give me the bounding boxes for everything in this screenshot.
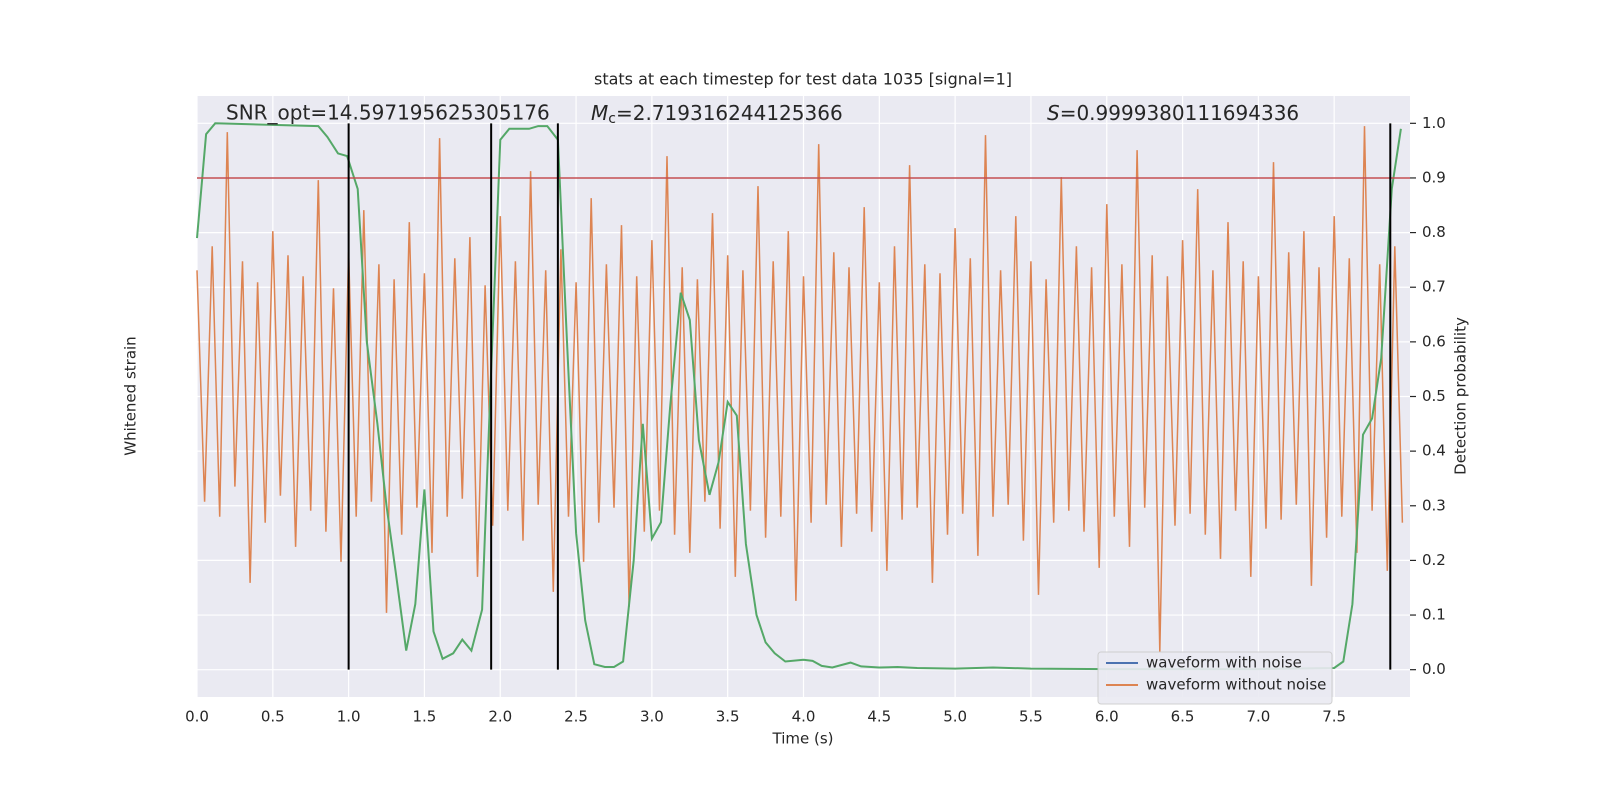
- y2-tick-label: 0.8: [1422, 223, 1446, 241]
- y2-tick-label: 0.7: [1422, 278, 1446, 296]
- legend-box: [1097, 651, 1333, 705]
- y2-tick-label: 0.2: [1422, 551, 1446, 569]
- x-tick-label: 6.5: [1171, 708, 1195, 726]
- x-tick-label: 2.5: [564, 708, 588, 726]
- x-tick-label: 4.0: [792, 708, 816, 726]
- x-tick-label: 0.5: [261, 708, 285, 726]
- y-axis-label: Whitened strain: [122, 336, 140, 455]
- y2-tick-label: 0.6: [1422, 332, 1446, 350]
- legend-label: waveform with noise: [1146, 654, 1302, 672]
- x-tick-label: 7.5: [1322, 708, 1346, 726]
- series-line: [196, 126, 1404, 652]
- x-tick-label: 0.0: [185, 708, 209, 726]
- y2-tick-label: 0.0: [1422, 660, 1446, 678]
- x-tick-label: 7.0: [1246, 708, 1270, 726]
- x-tick-label: 1.5: [413, 708, 437, 726]
- y2-tick-label: 0.4: [1422, 442, 1446, 460]
- x-tick-label: 1.0: [337, 708, 361, 726]
- series-line: [196, 122, 1402, 671]
- s-annotation: S=0.9999380111694336: [1047, 101, 1299, 125]
- x-tick-label: 6.0: [1095, 708, 1119, 726]
- x-tick-label: 2.0: [488, 708, 512, 726]
- chart-title: stats at each timestep for test data 103…: [594, 70, 1012, 89]
- x-tick-label: 3.0: [640, 708, 664, 726]
- x-axis-label: Time (s): [772, 730, 834, 748]
- y2-tick-label: 0.3: [1422, 496, 1446, 514]
- x-tick-label: 4.5: [867, 708, 891, 726]
- x-tick-label: 5.5: [1019, 708, 1043, 726]
- mc-annotation: Mc=2.719316244125366: [591, 101, 843, 128]
- y2-tick-label: 0.1: [1422, 606, 1446, 624]
- y2-tick-label: 1.0: [1422, 114, 1446, 132]
- y2-axis-label: Detection probability: [1452, 317, 1470, 475]
- x-tick-label: 5.0: [943, 708, 967, 726]
- legend-label: waveform without noise: [1146, 676, 1326, 694]
- snr-annotation: SNR_opt=14.597195625305176: [226, 101, 550, 125]
- y2-tick-label: 0.9: [1422, 168, 1446, 186]
- y2-tick-label: 0.5: [1422, 387, 1446, 405]
- x-tick-label: 3.5: [716, 708, 740, 726]
